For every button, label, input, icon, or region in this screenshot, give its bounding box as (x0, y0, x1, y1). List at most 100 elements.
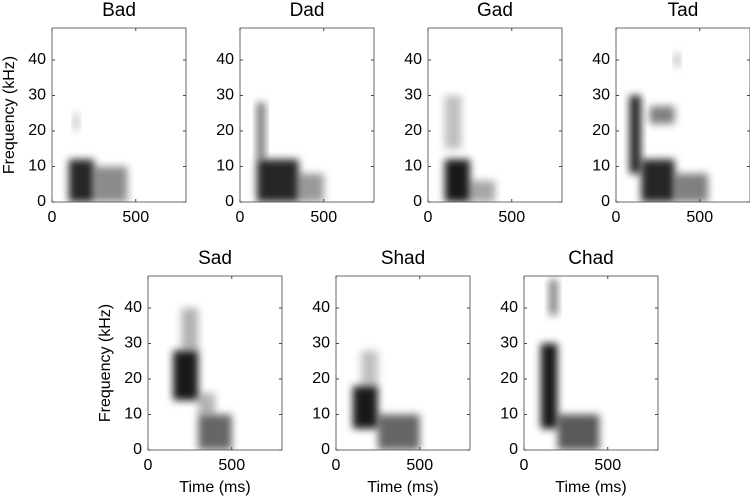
y-tick-label: 0 (133, 441, 142, 458)
energy-region (361, 350, 378, 387)
spectrogram-image (444, 95, 495, 202)
y-tick-label: 20 (216, 122, 234, 139)
x-tick-label: 0 (332, 457, 341, 474)
energy-region (641, 159, 675, 202)
energy-region (444, 159, 470, 202)
plot-frame (335, 275, 471, 451)
y-tick-label: 40 (404, 51, 422, 68)
y-tick-label: 30 (124, 335, 142, 352)
energy-region (557, 414, 600, 450)
energy-region (181, 307, 199, 351)
y-tick-label: 30 (404, 87, 422, 104)
x-tick-label: 0 (424, 209, 433, 226)
spectrogram-image (352, 350, 420, 450)
energy-region (377, 414, 420, 450)
energy-region (674, 173, 709, 202)
chart-title: Tad (668, 0, 699, 21)
chart-title: Chad (568, 248, 613, 269)
y-tick-label: 20 (312, 370, 330, 387)
x-tick-label: 0 (236, 209, 245, 226)
energy-region (674, 52, 680, 68)
energy-region (549, 279, 558, 316)
x-tick-label: 500 (498, 209, 525, 226)
y-tick-label: 20 (28, 122, 46, 139)
energy-region (73, 113, 79, 131)
y-tick-label: 10 (312, 406, 330, 423)
x-tick-label: 500 (406, 457, 433, 474)
y-tick-label: 30 (500, 335, 518, 352)
chart-title: Gad (477, 0, 513, 21)
energy-region (298, 173, 324, 202)
plot-frame (51, 27, 187, 203)
chart-title: Dad (290, 0, 325, 21)
spectrogram-image (173, 307, 232, 450)
y-tick-label: 10 (124, 406, 142, 423)
energy-region (256, 102, 266, 160)
y-tick-label: 10 (404, 158, 422, 175)
x-tick-label: 0 (144, 457, 153, 474)
energy-region (68, 159, 94, 202)
energy-region (93, 166, 128, 202)
x-tick-label: 500 (686, 209, 713, 226)
x-tick-label: 500 (122, 209, 149, 226)
x-tick-label: 500 (218, 457, 245, 474)
chart-title: Sad (198, 248, 232, 269)
plot-frame (239, 27, 375, 203)
x-tick-label: 0 (612, 209, 621, 226)
y-tick-label: 30 (592, 87, 610, 104)
y-tick-label: 10 (592, 158, 610, 175)
chart-title: Shad (381, 248, 425, 269)
energy-region (198, 414, 232, 450)
energy-region (540, 343, 558, 429)
spectrogram-image (540, 279, 600, 450)
energy-region (173, 350, 199, 401)
y-tick-label: 40 (216, 51, 234, 68)
energy-region (256, 159, 299, 202)
y-axis-label: Frequency (kHz) (97, 304, 114, 422)
y-tick-label: 20 (404, 122, 422, 139)
energy-region (469, 180, 495, 202)
y-tick-label: 10 (500, 406, 518, 423)
y-tick-label: 20 (592, 122, 610, 139)
y-tick-label: 40 (592, 51, 610, 68)
y-tick-label: 40 (500, 299, 518, 316)
x-axis-label: Time (ms) (367, 479, 438, 496)
spectrogram-image (256, 102, 324, 202)
chart-title: Bad (102, 0, 136, 21)
y-tick-label: 10 (28, 158, 46, 175)
y-tick-label: 30 (28, 87, 46, 104)
y-tick-label: 0 (413, 193, 422, 210)
y-tick-label: 0 (37, 193, 46, 210)
y-tick-label: 0 (321, 441, 330, 458)
y-tick-label: 0 (509, 441, 518, 458)
y-tick-label: 30 (312, 335, 330, 352)
plot-frame (523, 275, 659, 451)
plot-frame (147, 275, 283, 451)
x-tick-label: 0 (520, 457, 529, 474)
x-tick-label: 500 (310, 209, 337, 226)
y-tick-label: 20 (500, 370, 518, 387)
x-tick-label: 500 (594, 457, 621, 474)
spectrogram-image (68, 113, 128, 202)
y-tick-label: 40 (312, 299, 330, 316)
y-tick-label: 0 (601, 193, 610, 210)
y-axis-label: Frequency (kHz) (1, 56, 18, 174)
spectrogram-image (629, 52, 709, 202)
energy-region (352, 386, 378, 429)
energy-region (649, 106, 675, 124)
y-tick-label: 30 (216, 87, 234, 104)
energy-region (444, 95, 462, 149)
energy-region (198, 393, 215, 415)
x-axis-label: Time (ms) (179, 479, 250, 496)
plot-frame (615, 27, 750, 203)
energy-region (629, 95, 642, 174)
x-tick-label: 0 (48, 209, 57, 226)
y-tick-label: 40 (124, 299, 142, 316)
y-tick-label: 40 (28, 51, 46, 68)
plot-frame (427, 27, 563, 203)
y-tick-label: 20 (124, 370, 142, 387)
y-tick-label: 0 (225, 193, 234, 210)
y-tick-label: 10 (216, 158, 234, 175)
x-axis-label: Time (ms) (555, 479, 626, 496)
